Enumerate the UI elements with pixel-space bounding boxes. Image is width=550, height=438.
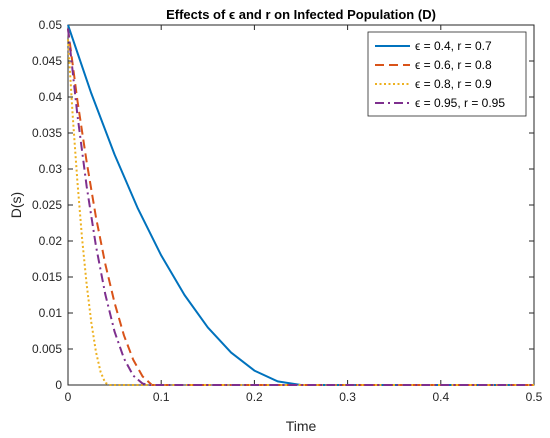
y-tick-label: 0.015 bbox=[32, 270, 62, 284]
y-tick-label: 0.025 bbox=[32, 198, 62, 212]
series-line-3 bbox=[67, 39, 534, 386]
y-tick-label: 0.04 bbox=[39, 90, 63, 104]
x-axis-label: Time bbox=[286, 418, 317, 434]
legend-entry-4: ϵ = 0.95, r = 0.95 bbox=[415, 96, 505, 110]
y-tick-label: 0.045 bbox=[32, 54, 62, 68]
legend-entry-1: ϵ = 0.4, r = 0.7 bbox=[415, 39, 492, 53]
x-axis-ticks: 0 0.1 0.2 0.3 0.4 0.5 bbox=[65, 25, 543, 404]
y-axis-ticks: 0 0.005 0.01 0.015 0.02 0.025 0.03 0.035 0.04 0.0… bbox=[32, 18, 534, 392]
legend: ϵ = 0.4, r = 0.7 ϵ = 0.6, r = 0.8 ϵ = 0.8,… bbox=[367, 31, 527, 117]
x-tick-label: 0.3 bbox=[339, 390, 356, 404]
series-lines bbox=[67, 24, 534, 386]
y-tick-label: 0.02 bbox=[39, 234, 63, 248]
y-axis-label: D(s) bbox=[8, 192, 24, 218]
legend-entry-3: ϵ = 0.8, r = 0.9 bbox=[415, 77, 492, 91]
y-tick-label: 0.035 bbox=[32, 126, 62, 140]
y-tick-label: 0.01 bbox=[39, 306, 63, 320]
x-tick-label: 0.4 bbox=[432, 390, 449, 404]
series-line-4 bbox=[67, 28, 534, 386]
x-tick-label: 0.2 bbox=[246, 390, 263, 404]
x-tick-label: 0.1 bbox=[153, 390, 170, 404]
x-tick-label: 0.5 bbox=[526, 390, 543, 404]
x-tick-label: 0 bbox=[65, 390, 72, 404]
y-tick-label: 0 bbox=[55, 378, 62, 392]
legend-entry-2: ϵ = 0.6, r = 0.8 bbox=[415, 58, 492, 72]
y-tick-label: 0.03 bbox=[39, 162, 63, 176]
y-tick-label: 0.05 bbox=[39, 18, 63, 32]
y-tick-label: 0.005 bbox=[32, 342, 62, 356]
chart-title: Effects of ϵ and r on Infected Populatio… bbox=[166, 7, 436, 22]
